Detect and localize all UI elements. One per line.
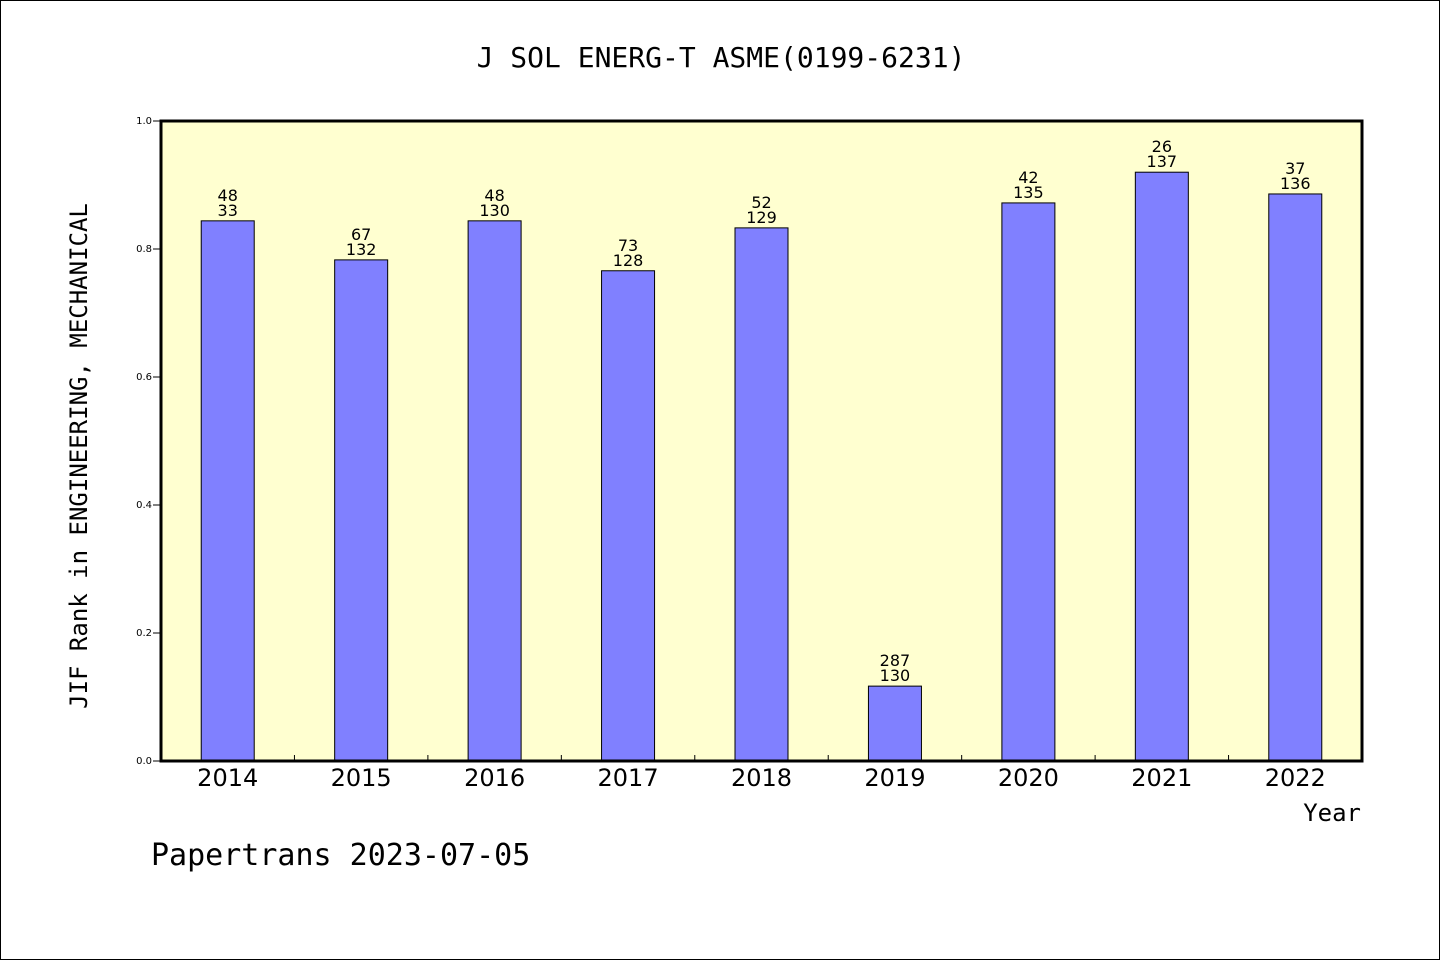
bar-total-label: 136	[1280, 174, 1311, 193]
y-tick-label: 0.8	[136, 244, 152, 255]
bar-rank-label: 37	[1285, 159, 1305, 178]
x-tick-label: 2015	[331, 764, 392, 792]
bar-total-label: 130	[880, 666, 911, 685]
y-tick-label: 0.4	[136, 500, 152, 511]
y-tick-label: 0.6	[136, 372, 152, 383]
bar-total-label: 33	[218, 201, 238, 220]
bar-2014	[200, 220, 255, 762]
y-tick-label: 1.0	[136, 116, 152, 127]
footer-credit: Papertrans 2023-07-05	[151, 838, 530, 873]
bar-2020	[1001, 202, 1056, 762]
plot-border	[159, 119, 1364, 763]
bar-rank-label: 73	[618, 236, 638, 255]
bar-total-label: 137	[1147, 152, 1178, 171]
bar-2018	[734, 227, 789, 762]
bar-2017	[601, 270, 656, 762]
bar-rank-label: 48	[218, 186, 238, 205]
bar-2022	[1268, 193, 1323, 762]
bar-2021	[1134, 171, 1189, 762]
bar-total-label: 135	[1013, 183, 1044, 202]
bar-2019	[867, 685, 922, 762]
x-tick-label: 2019	[864, 764, 925, 792]
y-axis-label: JIF Rank in ENGINEERING, MECHANICAL	[65, 203, 93, 709]
bar-rank-label: 48	[484, 186, 504, 205]
chart-title: J SOL ENERG-T ASME(0199-6231)	[477, 41, 966, 74]
x-tick-label: 2022	[1265, 764, 1326, 792]
x-tick-label: 2020	[998, 764, 1059, 792]
x-tick-label: 2014	[197, 764, 258, 792]
bar-2016	[467, 220, 522, 762]
bar-total-label: 128	[613, 251, 644, 270]
bar-rank-label: 26	[1152, 137, 1172, 156]
bar-2015	[334, 259, 389, 762]
x-tick-label: 2017	[598, 764, 659, 792]
y-tick-label: 0.0	[136, 756, 152, 767]
x-tick-label: 2016	[464, 764, 525, 792]
y-tick-label: 0.2	[136, 628, 152, 639]
bars-group	[200, 171, 1323, 762]
bar-rank-label: 42	[1018, 168, 1038, 187]
bar-total-label: 132	[346, 240, 377, 259]
x-tick-label: 2018	[731, 764, 792, 792]
bar-rank-label: 287	[880, 651, 911, 670]
x-axis-label: Year	[1303, 799, 1361, 827]
bar-total-label: 130	[479, 201, 510, 220]
x-axis-ticks: 2014 2015 2016 2017 2018 2019 2020 2021 2022	[197, 755, 1326, 792]
y-axis-ticks: 0.0 0.2 0.4 0.6 0.8 1.0	[136, 116, 161, 767]
x-tick-label: 2021	[1131, 764, 1192, 792]
bar-rank-label: 52	[751, 193, 771, 212]
bar-total-label: 129	[746, 208, 777, 227]
bar-labels-group: 4833671324813073128521292871304213526137…	[218, 137, 1311, 685]
bar-rank-label: 67	[351, 225, 371, 244]
